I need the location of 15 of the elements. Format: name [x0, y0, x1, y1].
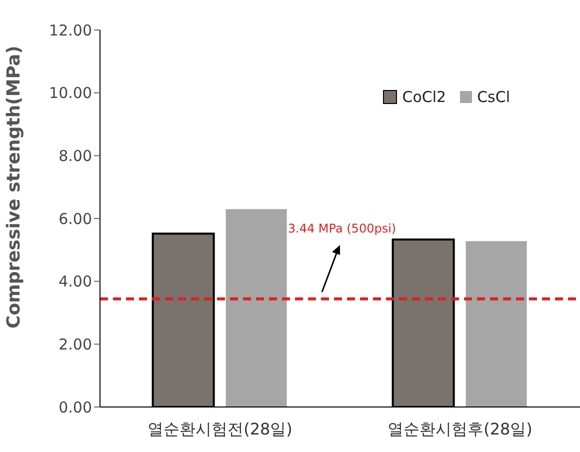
- y-tick-label: 2.00: [58, 335, 92, 354]
- legend-label: CsCl: [476, 88, 510, 106]
- bar: [226, 209, 287, 407]
- y-tick-label: 12.00: [49, 21, 92, 40]
- y-tick-label: 8.00: [58, 146, 92, 165]
- y-axis-title: Compressive strength(MPa): [3, 46, 24, 328]
- x-tick-label: 열순환시험전(28일): [148, 419, 292, 438]
- y-tick-label: 0.00: [58, 398, 92, 416]
- legend-label: CoCl2: [401, 88, 446, 106]
- y-tick-label: 10.00: [49, 84, 92, 102]
- x-tick-label: 열순환시험후(28일): [388, 419, 532, 438]
- y-tick-label: 6.00: [58, 210, 92, 228]
- ref-line-label: 3.44 MPa (500psi): [288, 221, 396, 236]
- bar: [466, 241, 527, 407]
- y-tick-label: 4.00: [58, 272, 92, 291]
